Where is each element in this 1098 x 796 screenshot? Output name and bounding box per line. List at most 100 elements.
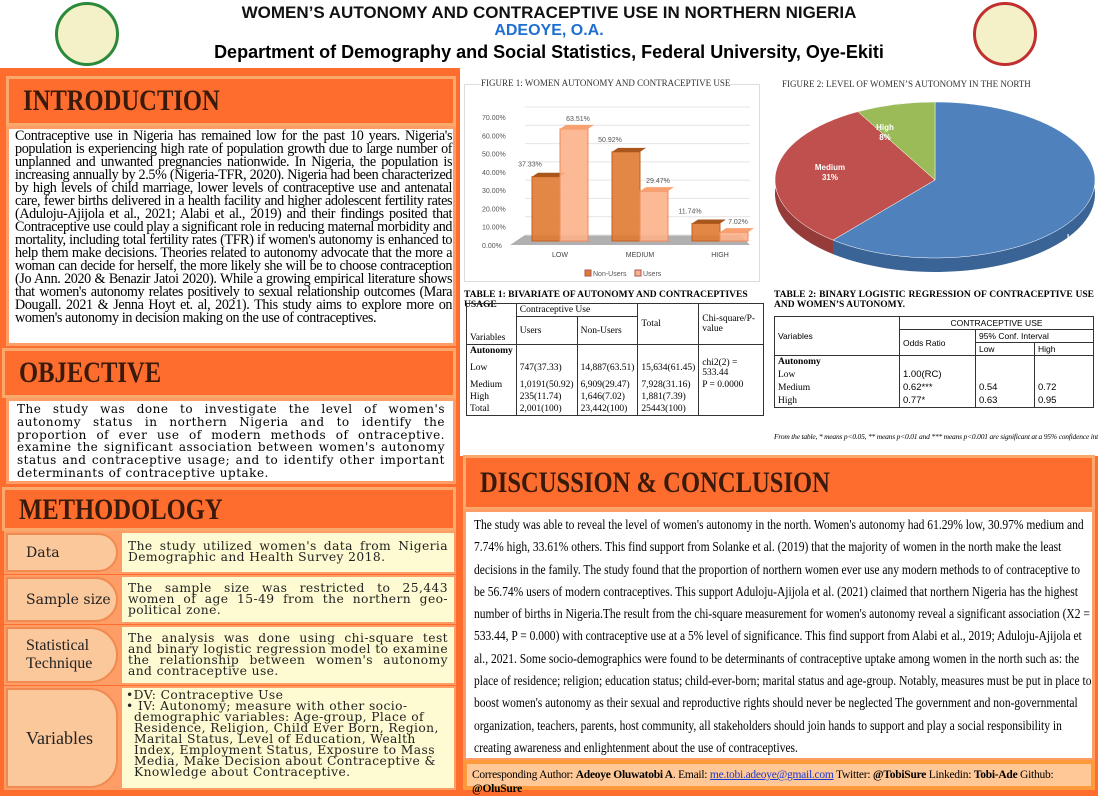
table-cell: Low	[466, 357, 517, 379]
table-2-title: TABLE 2: BINARY LOGISTIC REGRESSION OF C…	[774, 290, 1094, 310]
x-tick-label: LOW	[552, 252, 568, 259]
table-cell	[698, 391, 764, 403]
pie-label-value: 8%	[879, 133, 891, 142]
table-cell: 25443(100)	[637, 403, 700, 416]
objective-text: The study was done to investigate the le…	[6, 398, 456, 484]
data-label: 50.92%	[598, 137, 622, 144]
table-cell: 0.62***	[899, 381, 976, 394]
pie-slice	[774, 111, 936, 241]
method-label: Data	[6, 533, 118, 572]
table-cell: 235(11.74)	[515, 391, 578, 403]
x-tick-label: MEDIUM	[626, 252, 655, 259]
table-cell: Medium	[466, 379, 517, 391]
table-cell: chi2(2) = 533.44	[698, 357, 764, 379]
table-header: Total	[637, 303, 700, 345]
author-name: Adeoye Oluwatobi A	[575, 769, 673, 781]
x-tick-label: HIGH	[711, 252, 729, 259]
table-row: Total 2,001(100) 23,442(100) 25443(100)	[466, 403, 764, 416]
pie-label: Medium 31%	[815, 163, 845, 182]
bar-top	[560, 124, 594, 129]
method-label: Sample size	[6, 577, 118, 622]
data-label: 7.02%	[728, 219, 748, 226]
method-text: •DV: Contraceptive Use • IV: Autonomy; m…	[122, 688, 454, 788]
pie-slice	[832, 101, 1096, 259]
table-cell: 6,909(29.47)	[576, 379, 639, 391]
y-tick-label: 40.00%	[482, 170, 506, 177]
figure-1: FIGURE 1: WOMEN AUTONOMY AND CONTRACEPTI…	[464, 78, 760, 282]
pie-label-value: 31%	[822, 173, 838, 182]
table-cell: 1,881(7.39)	[637, 391, 700, 403]
table-cell: P = 0.0000	[698, 379, 764, 391]
table-cell: Autonomy	[466, 344, 517, 357]
university-logo	[55, 2, 119, 66]
table-header: Low	[974, 342, 1035, 356]
data-label: 11.74%	[678, 209, 701, 216]
table-header: Variables	[466, 303, 517, 345]
method-label: Statistical Technique	[6, 627, 118, 683]
methodology-heading: METHODOLOGY	[2, 487, 456, 531]
method-text: The analysis was done using chi-square t…	[122, 627, 454, 683]
table-header: Non-Users	[576, 316, 639, 345]
table-cell: 2,001(100)	[515, 403, 578, 416]
table-row: Low 747(37.33) 14,887(63.51) 15,634(61.45) c…	[466, 357, 764, 379]
table-header: 95% Conf. Interval	[974, 329, 1095, 343]
table-cell	[1033, 368, 1095, 381]
table-cell: 7,928(31.16)	[637, 379, 700, 391]
y-tick-label: 50.00%	[482, 152, 506, 159]
email-link[interactable]: me.tobi.adeoye@gmail.com	[709, 769, 834, 781]
table-header: Chi-square/P-value	[698, 303, 764, 345]
poster-title: WOMEN’S AUTONOMY AND CONTRACEPTIVE USE I…	[241, 3, 857, 22]
table-row: High 235(11.74) 1,646(7.02) 1,881(7.39)	[466, 391, 764, 403]
pie-label: Low 61%	[1067, 233, 1084, 252]
pie-slice-side	[833, 102, 1095, 272]
y-tick-label: 10.00%	[482, 225, 506, 232]
table-header: Users	[515, 316, 578, 345]
table-cell: Autonomy	[774, 355, 900, 368]
bar	[719, 231, 749, 242]
bar-top	[720, 228, 754, 233]
table-cell: 1,646(7.02)	[576, 391, 639, 403]
y-tick-label: 30.00%	[482, 188, 506, 195]
legend-swatch	[584, 269, 592, 277]
pie-label-name: Medium	[815, 163, 845, 172]
table-header: Contraceptive Use	[515, 303, 639, 317]
table-cell	[698, 403, 764, 416]
bar-top	[612, 147, 646, 152]
results-panel: FIGURE 1: WOMEN AUTONOMY AND CONTRACEPTI…	[460, 68, 1098, 456]
pie-label: High 8%	[876, 123, 894, 142]
bar	[639, 190, 669, 242]
method-row-sample: Sample size The sample size was restrict…	[4, 575, 456, 624]
table-cell	[974, 368, 1035, 381]
method-row-data: Data The study utilized women's data fro…	[4, 531, 456, 574]
table-2-note: From the table, * means p<0.05, ** means…	[774, 432, 1098, 441]
bar	[531, 176, 561, 242]
legend-label: Non-Users	[593, 271, 627, 278]
table-header: Variables	[774, 316, 900, 356]
pie-label-name: High	[876, 123, 894, 132]
bar-top	[532, 172, 566, 177]
table-cell: 0.95	[1033, 394, 1095, 408]
github-handle: @OluSure	[472, 783, 523, 795]
data-label: 29.47%	[646, 178, 670, 185]
twitter-handle: @TobiSure	[872, 769, 927, 781]
objective-heading: OBJECTIVE	[2, 348, 456, 398]
figure-1-title: FIGURE 1: WOMEN AUTONOMY AND CONTRACEPTI…	[481, 78, 731, 88]
table-cell: 0.77*	[899, 394, 976, 408]
table-row: Low 1.00(RC)	[774, 368, 1095, 381]
table-cell: High	[466, 391, 517, 403]
bar-chart: 0.00% 10.00% 20.00% 30.00% 40.00% 50.00% 60.00…	[482, 106, 754, 278]
poster-author: ADEOYE, O.A.	[494, 22, 604, 39]
table-row: Medium 1,0191(50.92) 6,909(29.47) 7,928(31.…	[466, 379, 764, 391]
table-cell: 747(37.33)	[515, 357, 578, 379]
method-row-technique: Statistical Technique The analysis was d…	[4, 625, 456, 685]
data-label: 63.51%	[566, 116, 590, 123]
bar	[559, 128, 589, 242]
method-label: Variables	[6, 688, 118, 788]
y-tick-label: 70.00%	[482, 115, 506, 122]
method-text: The sample size was restricted to 25,443…	[122, 577, 454, 622]
introduction-heading: INTRODUCTION	[6, 76, 456, 126]
pie-label-name: Low	[1067, 233, 1084, 242]
table-cell: 14,887(63.51)	[576, 357, 639, 379]
discussion-heading: DISCUSSION & CONCLUSION	[463, 455, 1095, 510]
y-tick-label: 20.00%	[482, 206, 506, 213]
